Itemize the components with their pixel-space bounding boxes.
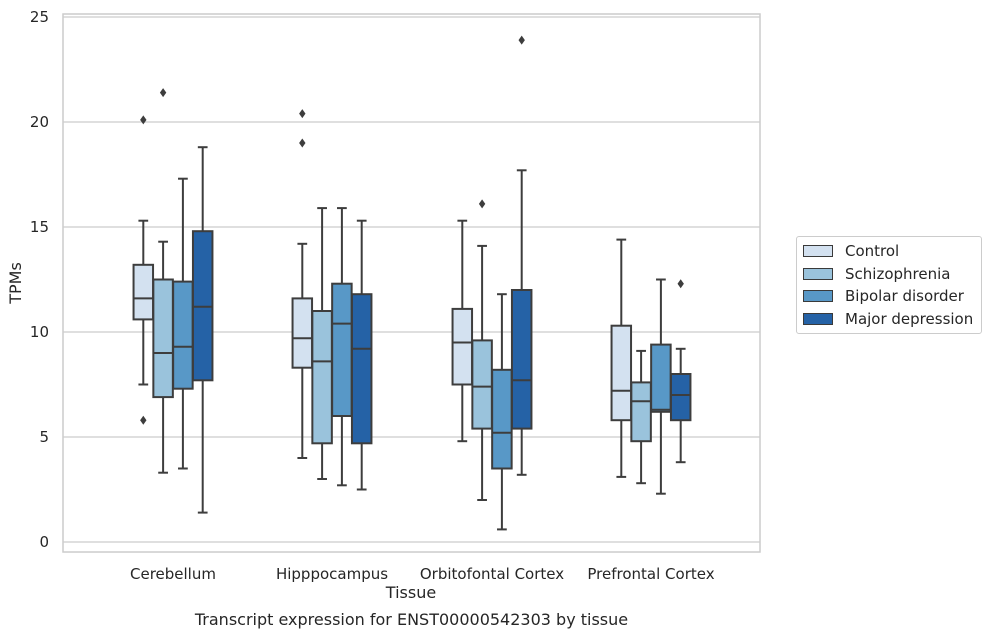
iqr-box: [491, 368, 513, 470]
box-schizophrenia: [630, 349, 652, 485]
legend-label: Control: [845, 242, 900, 261]
x-tick-label: Prefrontal Cortex: [587, 565, 714, 583]
iqr-box: [191, 230, 214, 382]
box-control: [132, 115, 155, 425]
iqr-box: [669, 373, 692, 422]
legend-swatch: [803, 245, 833, 258]
y-tick-label: 5: [39, 428, 49, 446]
y-tick-label: 15: [30, 218, 49, 236]
outlier-point: [518, 35, 525, 45]
legend-item: Bipolar disorder: [797, 285, 981, 308]
iqr-box: [172, 280, 194, 390]
box-schizophrenia: [471, 199, 493, 501]
iqr-box: [331, 282, 353, 418]
outlier-point: [140, 115, 147, 125]
outlier-point: [478, 199, 486, 209]
box-control: [451, 219, 474, 443]
legend-label: Bipolar disorder: [845, 287, 964, 306]
iqr-box: [471, 339, 493, 430]
x-tick-label: Hipppocampus: [276, 565, 388, 583]
box-bipolar-disorder: [491, 293, 513, 531]
box-schizophrenia: [152, 88, 174, 474]
iqr-box: [311, 310, 333, 445]
x-axis-title: Tissue: [385, 583, 436, 602]
iqr-box: [152, 278, 174, 399]
x-tick-label: Cerebellum: [130, 565, 216, 583]
outlier-point: [299, 138, 306, 148]
iqr-box: [610, 324, 633, 422]
box-major-depression: [191, 146, 214, 514]
legend-label: Major depression: [845, 309, 974, 328]
box-bipolar-disorder: [172, 177, 194, 470]
iqr-box: [630, 381, 652, 443]
box-groups: [132, 35, 692, 531]
box-bipolar-disorder: [650, 278, 672, 495]
iqr-box: [132, 263, 155, 321]
legend-item: Major depression: [797, 308, 981, 331]
iqr-box: [650, 343, 672, 413]
outlier-point: [140, 415, 147, 425]
axis-ticks: 0 5 10 15 20 25 Cerebellum Hipppocampus Orbitofo…: [30, 8, 715, 583]
legend-swatch: [803, 267, 833, 280]
legend: Control Schizophrenia Bipolar disorder Majo…: [796, 236, 982, 334]
iqr-box: [291, 297, 314, 369]
box-control: [610, 238, 633, 478]
outlier-point: [299, 109, 306, 119]
legend-swatch: [803, 312, 833, 325]
iqr-box: [510, 289, 533, 430]
box-schizophrenia: [311, 207, 333, 480]
box-control: [291, 109, 314, 459]
x-tick-label: Orbitofontal Cortex: [420, 565, 564, 583]
box-major-depression: [510, 35, 533, 476]
legend-item: Control: [797, 240, 981, 263]
legend-label: Schizophrenia: [845, 264, 951, 283]
figure-caption: Transcript expression for ENST0000054230…: [194, 610, 629, 629]
outlier-point: [677, 279, 684, 289]
y-tick-label: 10: [30, 323, 49, 341]
y-tick-label: 0: [39, 533, 49, 551]
legend-item: Schizophrenia: [797, 263, 981, 286]
y-tick-label: 25: [30, 8, 49, 26]
y-tick-label: 20: [30, 113, 49, 131]
box-major-depression: [669, 279, 692, 464]
box-bipolar-disorder: [331, 207, 353, 487]
box-major-depression: [350, 219, 373, 491]
iqr-box: [451, 307, 474, 386]
plot-frame: [62, 13, 761, 553]
outlier-point: [159, 88, 167, 98]
y-axis-title: TPMs: [6, 262, 25, 305]
legend-swatch: [803, 290, 833, 303]
iqr-box: [350, 293, 373, 445]
